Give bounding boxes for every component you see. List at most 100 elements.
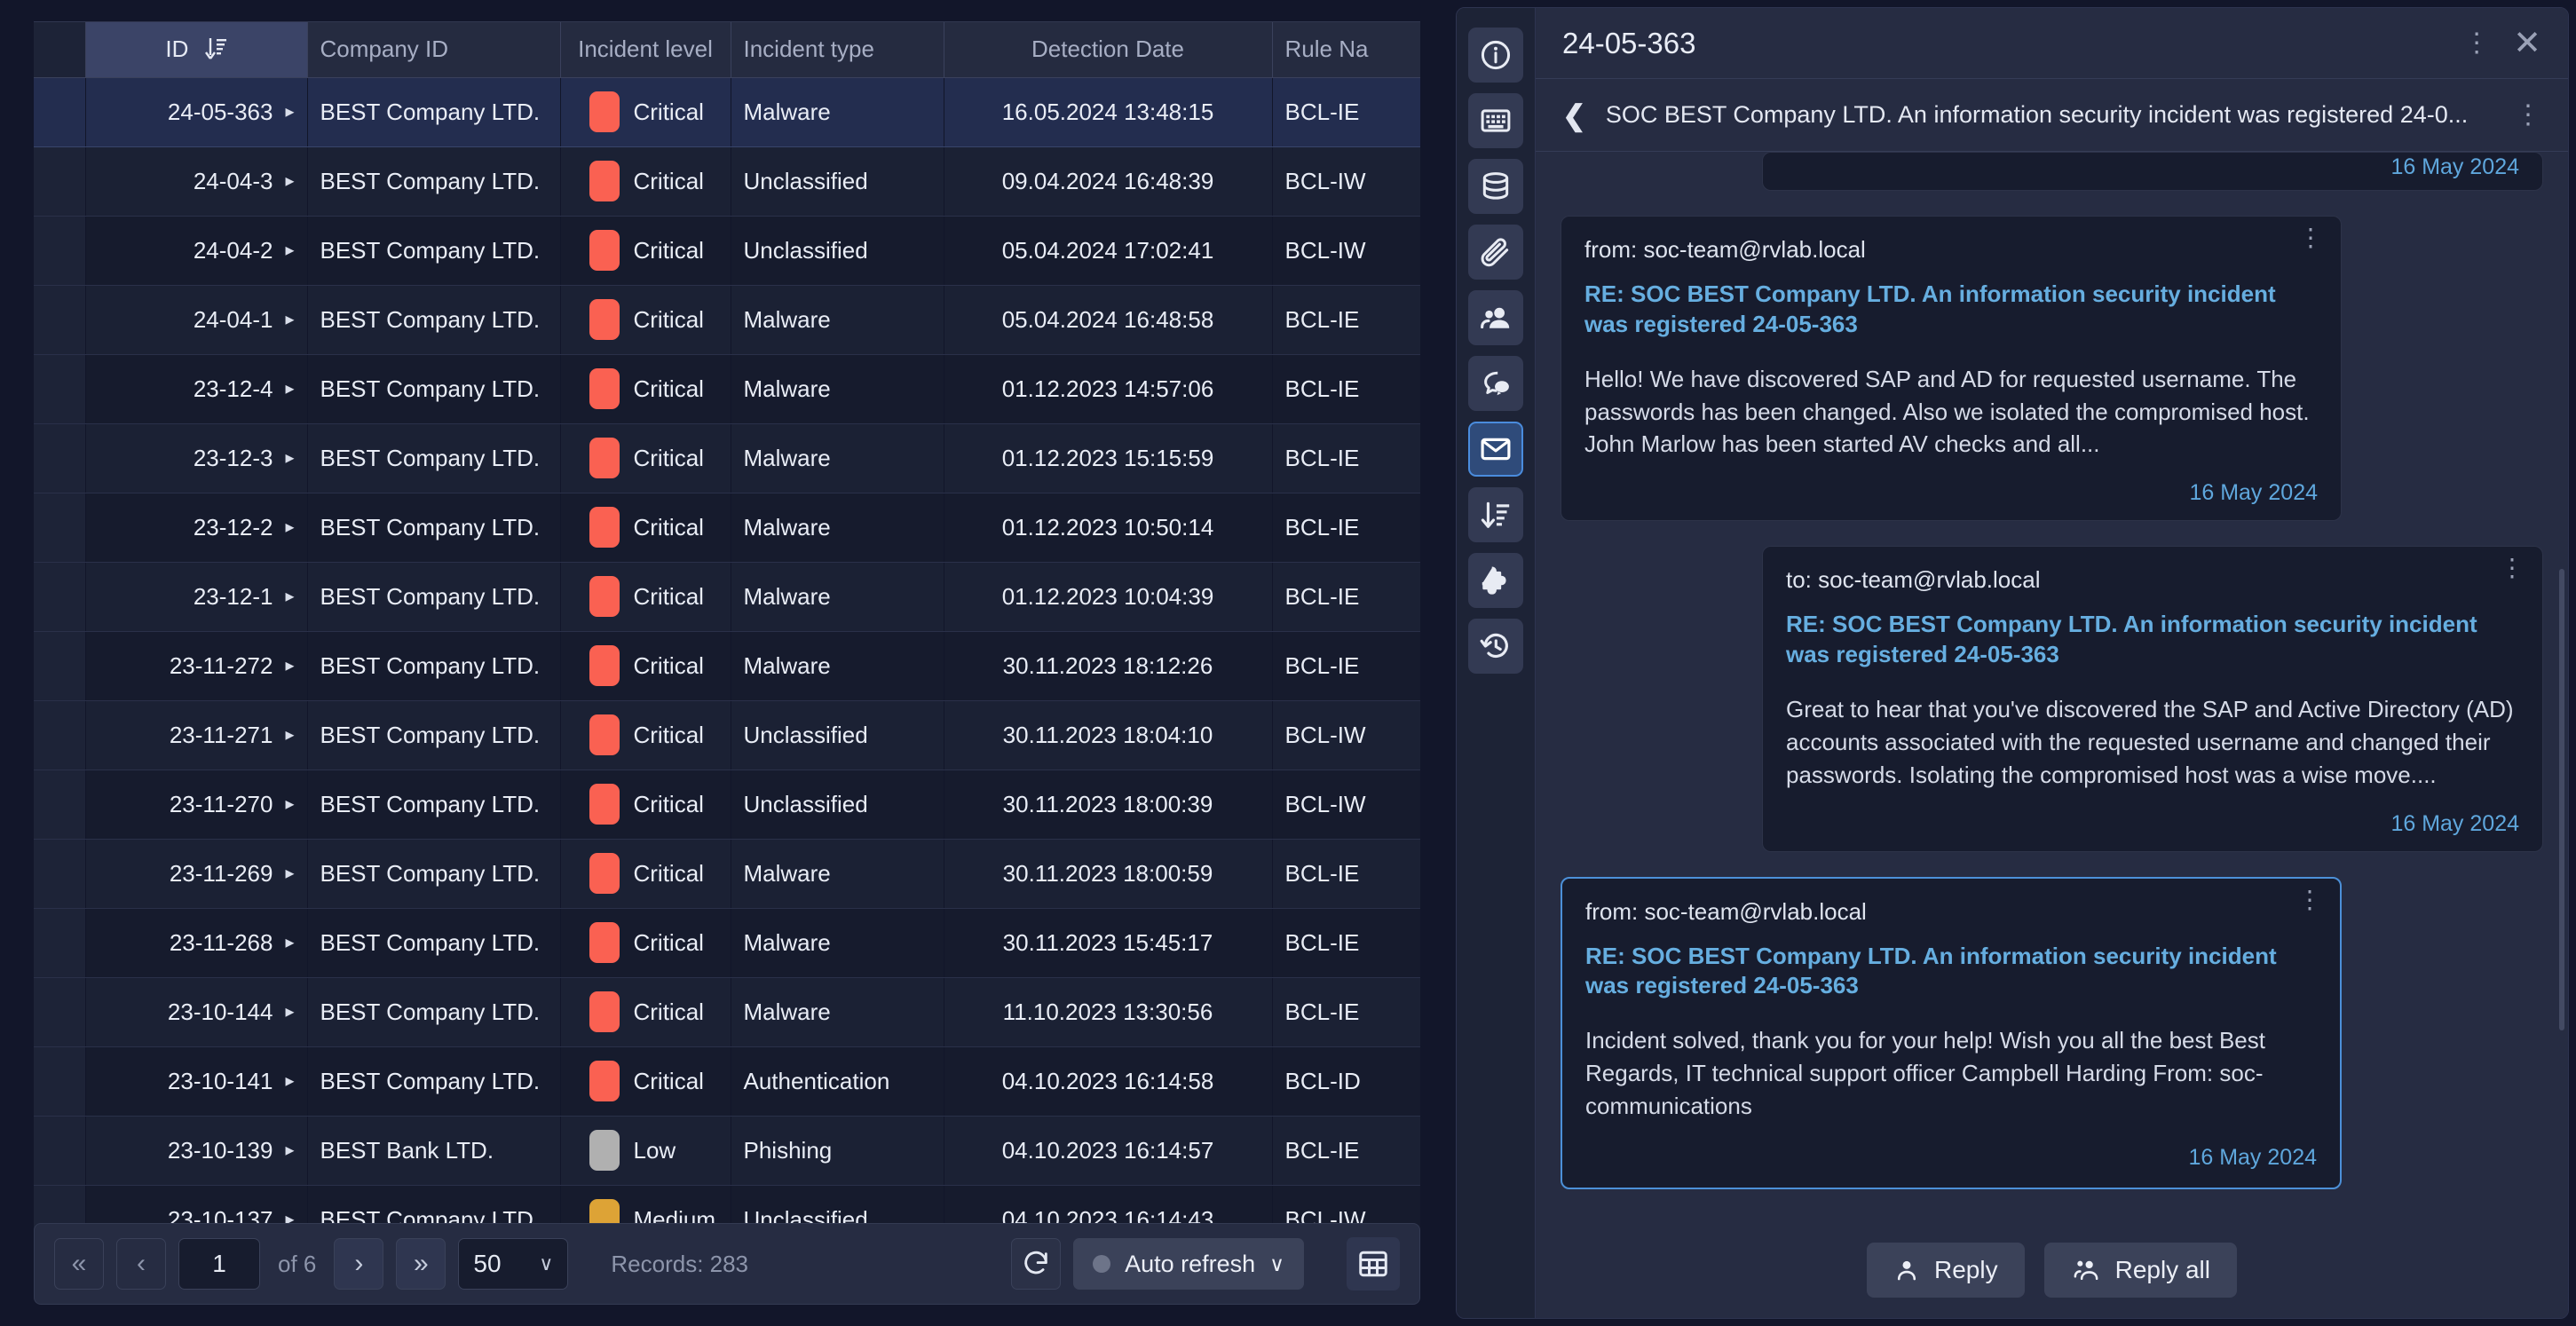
cell-id[interactable]: 24-04-1 ▸: [85, 285, 307, 355]
rail-button-puzzle[interactable]: [1468, 553, 1523, 608]
rail-button-card[interactable]: [1468, 93, 1523, 148]
table-row[interactable]: 24-04-2 ▸ BEST Company LTD. Critical Unclass…: [34, 216, 1420, 286]
expand-row-icon[interactable]: ▸: [285, 171, 295, 191]
back-chevron-icon[interactable]: ❮: [1562, 99, 1586, 131]
row-select-cell[interactable]: [34, 700, 85, 770]
row-select-cell[interactable]: [34, 77, 85, 147]
first-page-button[interactable]: «: [54, 1238, 104, 1290]
row-select-cell[interactable]: [34, 285, 85, 355]
expand-row-icon[interactable]: ▸: [285, 1141, 295, 1160]
column-header-incident-type[interactable]: Incident type: [731, 22, 944, 78]
cell-id[interactable]: 23-10-139 ▸: [85, 1116, 307, 1186]
row-select-cell[interactable]: [34, 770, 85, 840]
cell-id[interactable]: 24-05-363 ▸: [85, 77, 307, 147]
column-header-rule-name[interactable]: Rule Na: [1272, 22, 1420, 78]
expand-row-icon[interactable]: ▸: [285, 517, 295, 537]
rail-button-history[interactable]: [1468, 619, 1523, 674]
expand-row-icon[interactable]: ▸: [285, 725, 295, 745]
reply-all-button[interactable]: Reply all: [2043, 1243, 2237, 1298]
row-select-cell[interactable]: [34, 908, 85, 978]
expand-row-icon[interactable]: ▸: [285, 102, 295, 122]
expand-row-icon[interactable]: ▸: [285, 241, 295, 260]
thread-more-options-icon[interactable]: ⋮: [2515, 99, 2541, 130]
thread-scrollbar[interactable]: [2559, 569, 2564, 1030]
row-select-cell[interactable]: [34, 1046, 85, 1117]
cell-id[interactable]: 24-04-3 ▸: [85, 146, 307, 217]
cell-id[interactable]: 23-11-270 ▸: [85, 770, 307, 840]
rail-button-paperclip[interactable]: [1468, 225, 1523, 280]
column-settings-button[interactable]: [1347, 1237, 1400, 1290]
expand-row-icon[interactable]: ▸: [285, 587, 295, 606]
cell-id[interactable]: 23-11-268 ▸: [85, 908, 307, 978]
table-row[interactable]: 23-12-1 ▸ BEST Company LTD. Critical Malware…: [34, 562, 1420, 632]
row-select-cell[interactable]: [34, 562, 85, 632]
table-row[interactable]: 23-11-269 ▸ BEST Company LTD. Critical Malwa…: [34, 839, 1420, 909]
row-select-cell[interactable]: [34, 1116, 85, 1186]
row-select-cell[interactable]: [34, 423, 85, 493]
email-message-subject[interactable]: RE: SOC BEST Company LTD. An information…: [1786, 611, 2477, 668]
table-row[interactable]: 23-10-139 ▸ BEST Bank LTD. Low Phishing 04.10…: [34, 1116, 1420, 1186]
table-row[interactable]: 23-11-268 ▸ BEST Company LTD. Critical Malwa…: [34, 908, 1420, 978]
expand-row-icon[interactable]: ▸: [285, 933, 295, 952]
column-header-incident-level[interactable]: Incident level: [560, 22, 731, 78]
rail-button-info[interactable]: [1468, 28, 1523, 83]
table-row[interactable]: 23-10-144 ▸ BEST Company LTD. Critical Malwa…: [34, 977, 1420, 1047]
email-message-bubble[interactable]: ⋮ from: soc-team@rvlab.local RE: SOC BEST …: [1561, 876, 2342, 1190]
table-row[interactable]: 24-04-1 ▸ BEST Company LTD. Critical Malware…: [34, 285, 1420, 355]
expand-row-icon[interactable]: ▸: [285, 379, 295, 399]
next-page-button[interactable]: ›: [334, 1238, 384, 1290]
expand-row-icon[interactable]: ▸: [285, 1002, 295, 1022]
table-row[interactable]: 23-12-4 ▸ BEST Company LTD. Critical Malware…: [34, 354, 1420, 424]
cell-id[interactable]: 23-12-2 ▸: [85, 493, 307, 563]
page-size-select[interactable]: 50 ∨: [458, 1238, 569, 1290]
email-message-subject[interactable]: RE: SOC BEST Company LTD. An information…: [1585, 942, 2277, 999]
row-select-cell[interactable]: [34, 839, 85, 909]
rail-button-users[interactable]: [1468, 290, 1523, 345]
rail-button-chat[interactable]: [1468, 356, 1523, 411]
rail-button-database[interactable]: [1468, 159, 1523, 214]
close-icon[interactable]: ✕: [2513, 24, 2541, 62]
table-row[interactable]: 23-11-270 ▸ BEST Company LTD. Critical Uncla…: [34, 770, 1420, 840]
row-select-cell[interactable]: [34, 146, 85, 217]
email-message-bubble[interactable]: 16 May 2024: [1762, 152, 2543, 191]
message-more-options-icon[interactable]: ⋮: [2298, 224, 2323, 251]
rail-button-email[interactable]: [1468, 422, 1523, 477]
cell-id[interactable]: 23-12-1 ▸: [85, 562, 307, 632]
last-page-button[interactable]: »: [396, 1238, 446, 1290]
expand-row-icon[interactable]: ▸: [285, 864, 295, 883]
column-header-company-id[interactable]: Company ID: [307, 22, 561, 78]
email-message-subject[interactable]: RE: SOC BEST Company LTD. An information…: [1584, 280, 2276, 337]
expand-row-icon[interactable]: ▸: [285, 310, 295, 329]
cell-id[interactable]: 24-04-2 ▸: [85, 216, 307, 286]
cell-id[interactable]: 23-10-144 ▸: [85, 977, 307, 1047]
cell-id[interactable]: 23-12-3 ▸: [85, 423, 307, 493]
row-select-cell[interactable]: [34, 977, 85, 1047]
reply-button[interactable]: Reply: [1867, 1243, 2025, 1298]
more-options-icon[interactable]: ⋮: [2463, 28, 2491, 58]
table-row[interactable]: 23-12-3 ▸ BEST Company LTD. Critical Malware…: [34, 423, 1420, 493]
message-more-options-icon[interactable]: ⋮: [2297, 885, 2322, 913]
incident-table-scroll[interactable]: ID Company ID: [34, 21, 1420, 1267]
table-row[interactable]: 24-04-3 ▸ BEST Company LTD. Critical Unclass…: [34, 146, 1420, 217]
cell-id[interactable]: 23-12-4 ▸: [85, 354, 307, 424]
table-row[interactable]: 23-11-272 ▸ BEST Company LTD. Critical Malwa…: [34, 631, 1420, 701]
table-row[interactable]: 23-10-141 ▸ BEST Company LTD. Critical Authe…: [34, 1046, 1420, 1117]
email-thread[interactable]: 16 May 2024 ⋮ from: soc-team@rvlab.local RE…: [1536, 152, 2568, 1222]
cell-id[interactable]: 23-11-272 ▸: [85, 631, 307, 701]
row-select-cell[interactable]: [34, 493, 85, 563]
cell-id[interactable]: 23-11-269 ▸: [85, 839, 307, 909]
refresh-button[interactable]: [1011, 1238, 1062, 1290]
previous-page-button[interactable]: ‹: [116, 1238, 166, 1290]
expand-row-icon[interactable]: ▸: [285, 794, 295, 814]
table-row[interactable]: 23-11-271 ▸ BEST Company LTD. Critical Uncla…: [34, 700, 1420, 770]
column-header-detection-date[interactable]: Detection Date: [944, 22, 1273, 78]
email-message-bubble[interactable]: ⋮ to: soc-team@rvlab.local RE: SOC BEST Co…: [1762, 546, 2543, 852]
expand-row-icon[interactable]: ▸: [285, 1210, 295, 1229]
column-header-id[interactable]: ID: [85, 22, 308, 78]
row-select-cell[interactable]: [34, 216, 85, 286]
cell-id[interactable]: 23-10-141 ▸: [85, 1046, 307, 1117]
row-select-cell[interactable]: [34, 631, 85, 701]
row-select-cell[interactable]: [34, 354, 85, 424]
email-message-bubble[interactable]: ⋮ from: soc-team@rvlab.local RE: SOC BEST …: [1561, 216, 2342, 522]
table-row[interactable]: 23-12-2 ▸ BEST Company LTD. Critical Malware…: [34, 493, 1420, 563]
